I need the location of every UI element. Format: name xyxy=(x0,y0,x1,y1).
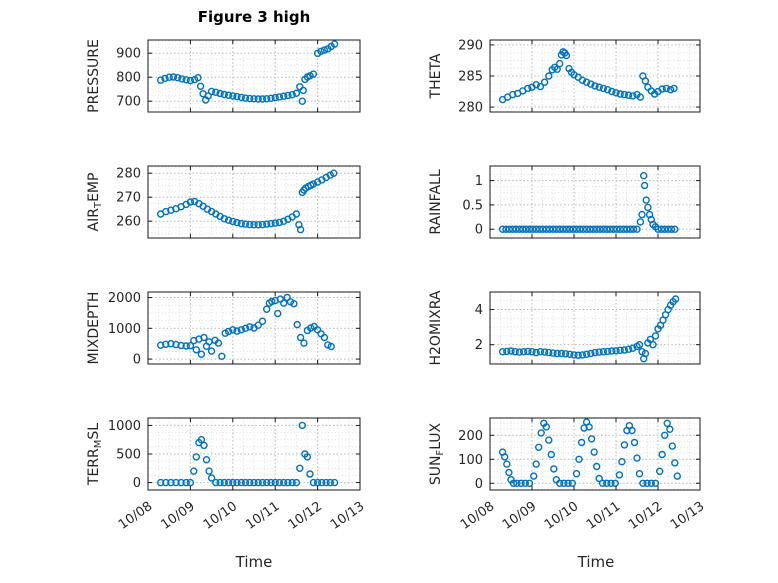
y-tick-labels: 0 1000 2000 xyxy=(108,291,141,368)
y-axis-label: THETA xyxy=(428,53,444,99)
svg-text:2: 2 xyxy=(475,338,483,353)
data-points xyxy=(498,295,680,363)
svg-text:10/10: 10/10 xyxy=(201,499,240,533)
data-points xyxy=(156,293,335,360)
svg-text:10/10: 10/10 xyxy=(542,499,581,533)
data-points xyxy=(498,418,681,487)
subplot-sun-flux: 0 100 200 10/08 10/09 10/10 10/11 10/12 10/13 SUN… xyxy=(428,417,707,533)
subplot-pressure: 700 800 900 PRESSURE xyxy=(86,39,361,113)
data-points xyxy=(156,169,338,234)
svg-text:10/12: 10/12 xyxy=(286,499,325,533)
svg-text:0: 0 xyxy=(475,477,483,492)
svg-text:290: 290 xyxy=(458,38,483,53)
axes xyxy=(147,39,361,113)
svg-text:10/13: 10/13 xyxy=(328,499,367,533)
major-grid xyxy=(148,418,360,490)
svg-text:0: 0 xyxy=(133,353,141,368)
subplot-mixdepth: 0 1000 2000 MIXDEPTH xyxy=(86,291,361,368)
x-tick-labels: 10/08 10/09 10/10 10/11 10/12 10/13 xyxy=(116,499,367,533)
svg-text:10/12: 10/12 xyxy=(626,499,665,533)
svg-text:900: 900 xyxy=(116,47,141,62)
svg-text:285: 285 xyxy=(458,70,483,85)
svg-text:4: 4 xyxy=(475,303,483,318)
svg-text:260: 260 xyxy=(116,215,141,230)
axes xyxy=(147,417,361,491)
data-points xyxy=(156,40,339,105)
x-tick-labels: 10/08 10/09 10/10 10/11 10/12 10/13 xyxy=(458,499,707,533)
svg-text:280: 280 xyxy=(116,167,141,182)
data-points xyxy=(156,421,339,487)
y-axis-label: TERRMSL xyxy=(86,423,104,486)
svg-text:800: 800 xyxy=(116,71,141,86)
y-axis-label: MIXDEPTH xyxy=(86,292,102,365)
y-tick-labels: 280 285 290 xyxy=(458,38,483,115)
svg-text:2000: 2000 xyxy=(108,291,141,306)
y-tick-labels: 00.51 xyxy=(462,174,483,238)
y-axis-label: H2OMIXRA xyxy=(428,290,444,365)
y-tick-labels: 0 100 200 xyxy=(458,429,483,492)
svg-text:1000: 1000 xyxy=(108,419,141,434)
data-points xyxy=(498,48,678,104)
major-grid xyxy=(490,40,700,112)
figure-title: Figure 3 high xyxy=(197,8,311,26)
svg-text:10/11: 10/11 xyxy=(243,499,282,533)
svg-text:10/08: 10/08 xyxy=(116,499,155,533)
y-axis-label: RAINFALL xyxy=(428,169,444,234)
y-axis-label: AIRTEMP xyxy=(86,173,104,232)
y-tick-labels: 700 800 900 xyxy=(116,47,141,110)
minor-grid xyxy=(490,166,700,238)
svg-text:1: 1 xyxy=(475,174,483,189)
svg-text:10/13: 10/13 xyxy=(668,499,707,533)
svg-text:1000: 1000 xyxy=(108,322,141,337)
x-axis-label-left: Time xyxy=(235,553,273,571)
svg-text:10/09: 10/09 xyxy=(158,499,197,533)
svg-text:0.5: 0.5 xyxy=(462,198,483,213)
y-axis-label: SUNFLUX xyxy=(428,422,446,485)
axes xyxy=(489,39,701,113)
minor-grid xyxy=(490,40,700,112)
data-points xyxy=(498,171,679,233)
x-axis-label-right: Time xyxy=(577,553,615,571)
svg-text:280: 280 xyxy=(458,101,483,116)
axes xyxy=(489,165,701,239)
axes xyxy=(147,165,361,239)
svg-text:700: 700 xyxy=(116,95,141,110)
svg-text:0: 0 xyxy=(475,223,483,238)
svg-text:10/08: 10/08 xyxy=(458,499,497,533)
svg-text:200: 200 xyxy=(458,429,483,444)
subplot-theta: 280 285 290 THETA xyxy=(428,38,701,116)
svg-text:0: 0 xyxy=(133,476,141,491)
y-tick-labels: 0 500 1000 xyxy=(108,419,141,491)
svg-text:500: 500 xyxy=(116,448,141,463)
subplot-terr-msl: 0 500 1000 10/08 10/09 10/10 10/11 10/12 10/13 TE… xyxy=(86,417,367,533)
axes xyxy=(489,291,701,365)
svg-text:100: 100 xyxy=(458,453,483,468)
svg-text:10/11: 10/11 xyxy=(584,499,623,533)
y-tick-labels: 24 xyxy=(475,303,483,353)
y-axis-label: PRESSURE xyxy=(86,39,102,113)
svg-text:10/09: 10/09 xyxy=(500,499,539,533)
axes xyxy=(489,417,701,491)
minor-grid xyxy=(490,418,700,490)
y-tick-labels: 260 270 280 xyxy=(116,167,141,230)
axes xyxy=(147,291,361,365)
svg-text:270: 270 xyxy=(116,191,141,206)
subplot-air-temp: 260 270 280 AIRTEMP xyxy=(86,165,361,239)
minor-grid xyxy=(148,292,360,364)
